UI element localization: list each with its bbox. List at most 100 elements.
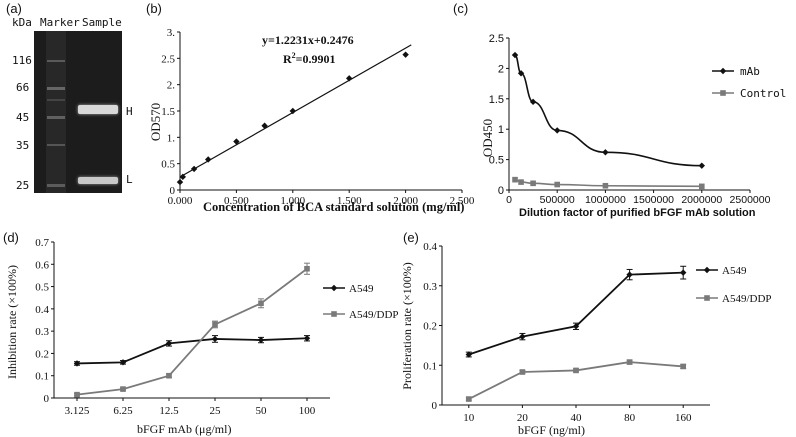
chart-e-point <box>519 333 526 340</box>
chart-c-point <box>518 179 524 185</box>
heavy-chain-band <box>78 105 118 114</box>
chart-c-x-tick-label: 1500000 <box>633 194 674 206</box>
chart-e-series-a549ddp-line <box>468 361 684 400</box>
chart-b-point <box>179 173 187 181</box>
chart-c-legend-marker-0 <box>719 67 727 75</box>
chart-e-legend-a549ddp: A549/DDP <box>722 293 772 305</box>
chart-d-point <box>165 340 173 347</box>
chart-c-xlabel: Dilution factor of purified bFGF mAb sol… <box>519 207 756 219</box>
chart-e-y-tick-label: 0.3 <box>423 281 437 293</box>
chart-b-xlabel: Concentration of BCA standard solution (… <box>203 200 464 214</box>
chart-d-x-tick-label: 3.125 <box>65 405 90 417</box>
chart-c-point <box>602 182 609 189</box>
chart-e-legend-marker-1 <box>704 295 710 301</box>
chart-e-x-tick-label: 80 <box>624 412 636 424</box>
panel-a-letter: (a) <box>6 1 22 16</box>
chart-e-xlabel: bFGF (ng/ml) <box>518 423 585 437</box>
gel-band-h-label: H <box>126 105 133 118</box>
chart-b-point <box>190 165 198 173</box>
light-chain-band <box>78 177 118 184</box>
chart-d-legend-marker-0 <box>330 284 338 292</box>
chart-e-point <box>465 351 472 358</box>
chart-c-y-tick-label: 0.5 <box>489 155 504 167</box>
marker-band-116 <box>47 60 65 62</box>
chart-c-y-tick-label: 2 <box>498 63 504 75</box>
gel-size-25: 25 <box>16 179 30 192</box>
chart-d-y-tick-label: 0.3 <box>35 326 49 338</box>
chart-b-y-tick-label: 1.5 <box>161 106 175 118</box>
chart-d-point <box>120 386 126 392</box>
chart-c-x-tick-label: 0 <box>506 194 512 206</box>
chart-c-point <box>511 51 519 59</box>
chart-d-point <box>74 391 80 398</box>
chart-e-x-tick-label: 10 <box>463 412 475 424</box>
chart-d-ylabel: Inhibition rate (×100%) <box>5 265 19 379</box>
chart-c-point <box>602 149 609 156</box>
chart-e-point <box>680 269 687 276</box>
chart-d-y-tick-label: 0.1 <box>35 371 49 383</box>
chart-e-y-tick-label: 0.2 <box>423 321 437 333</box>
chart-c-point <box>530 180 536 187</box>
chart-e-y-tick-label: 0.4 <box>423 241 437 253</box>
panel-c-letter: (c) <box>453 1 469 16</box>
chart-c-x-tick-label: 500000 <box>540 194 575 206</box>
chart-c-y-tick-label: 1.5 <box>489 94 504 106</box>
chart-c-ylabel: OD450 <box>480 119 495 157</box>
chart-c-legend-marker-1 <box>720 90 726 96</box>
marker-band-25 <box>47 184 65 187</box>
chart-c-x-tick-label: 2000000 <box>681 194 722 206</box>
chart-b-y-tick-label: 3. <box>167 27 176 39</box>
chart-d-x-tick-label: 6.25 <box>113 405 133 417</box>
chart-c-point <box>554 181 560 188</box>
chart-d-legend-marker-1 <box>331 311 337 317</box>
chart-d-x-tick-label: 50 <box>256 405 268 417</box>
chart-b-point <box>289 107 296 115</box>
chart-e-point <box>626 359 633 365</box>
chart-d-legend-a549ddp: A549/DDP <box>349 309 399 321</box>
gel-size-45: 45 <box>16 111 30 124</box>
chart-e-ylabel: Proliferation rate (×100%) <box>400 262 414 389</box>
chart-d-x-tick-label: 100 <box>299 405 316 417</box>
chart-e-series-a549-line <box>468 271 684 356</box>
chart-e-x-tick-label: 40 <box>571 412 583 424</box>
gel-lane-marker-label: Marker <box>40 16 80 29</box>
chart-c-x-tick-label: 1000000 <box>585 194 626 206</box>
chart-b-y-tick-label: 2.5 <box>161 53 175 65</box>
chart-d-y-tick-label: 0.6 <box>35 259 49 271</box>
chart-d-point <box>304 265 310 272</box>
chart-d-point <box>73 360 81 367</box>
chart-b-r2-sup: 2 <box>292 51 296 60</box>
chart-d-point <box>211 335 219 343</box>
panel-d-letter: (d) <box>3 230 19 245</box>
chart-d-point <box>119 359 127 366</box>
chart-c-legend-control: Control <box>740 87 786 100</box>
chart-c-y-tick-label: 2.5 <box>489 33 504 45</box>
gel-image <box>34 31 122 193</box>
chart-b-y-tick-label: 2. <box>167 80 176 92</box>
chart-d-series-a549-line <box>76 337 308 365</box>
marker-band-45 <box>47 116 65 119</box>
chart-c-point <box>512 176 518 183</box>
chart-c-point <box>699 183 705 190</box>
chart-c-point <box>698 162 705 169</box>
chart-c-point <box>554 127 561 134</box>
chart-b-equation: y=1.2231x+0.2476 <box>262 33 354 47</box>
chart-c-series-mab-line <box>514 54 702 167</box>
chart-c-legend-mab: mAb <box>740 65 760 78</box>
marker-band-35 <box>47 144 65 146</box>
gel-size-35: 35 <box>16 139 30 152</box>
chart-e-legend-marker-0 <box>703 266 711 274</box>
chart-c-y-tick-label: 1 <box>498 124 504 136</box>
gel-lane-sample-label: Sample <box>82 16 122 29</box>
chart-b-point <box>346 75 353 82</box>
chart-e-point <box>573 367 579 374</box>
gel-size-66: 66 <box>16 81 30 94</box>
chart-d-y-tick-label: 0.5 <box>35 282 49 294</box>
chart-d-x-tick-label: 25 <box>210 405 222 417</box>
chart-b-r2: R2=0.9901 <box>283 51 336 66</box>
chart-e-point <box>572 323 580 330</box>
chart-b-point <box>176 178 184 186</box>
chart-d-series-a549ddp-line <box>76 268 308 396</box>
chart-b-x-tick-label: 0.500 <box>224 195 249 207</box>
